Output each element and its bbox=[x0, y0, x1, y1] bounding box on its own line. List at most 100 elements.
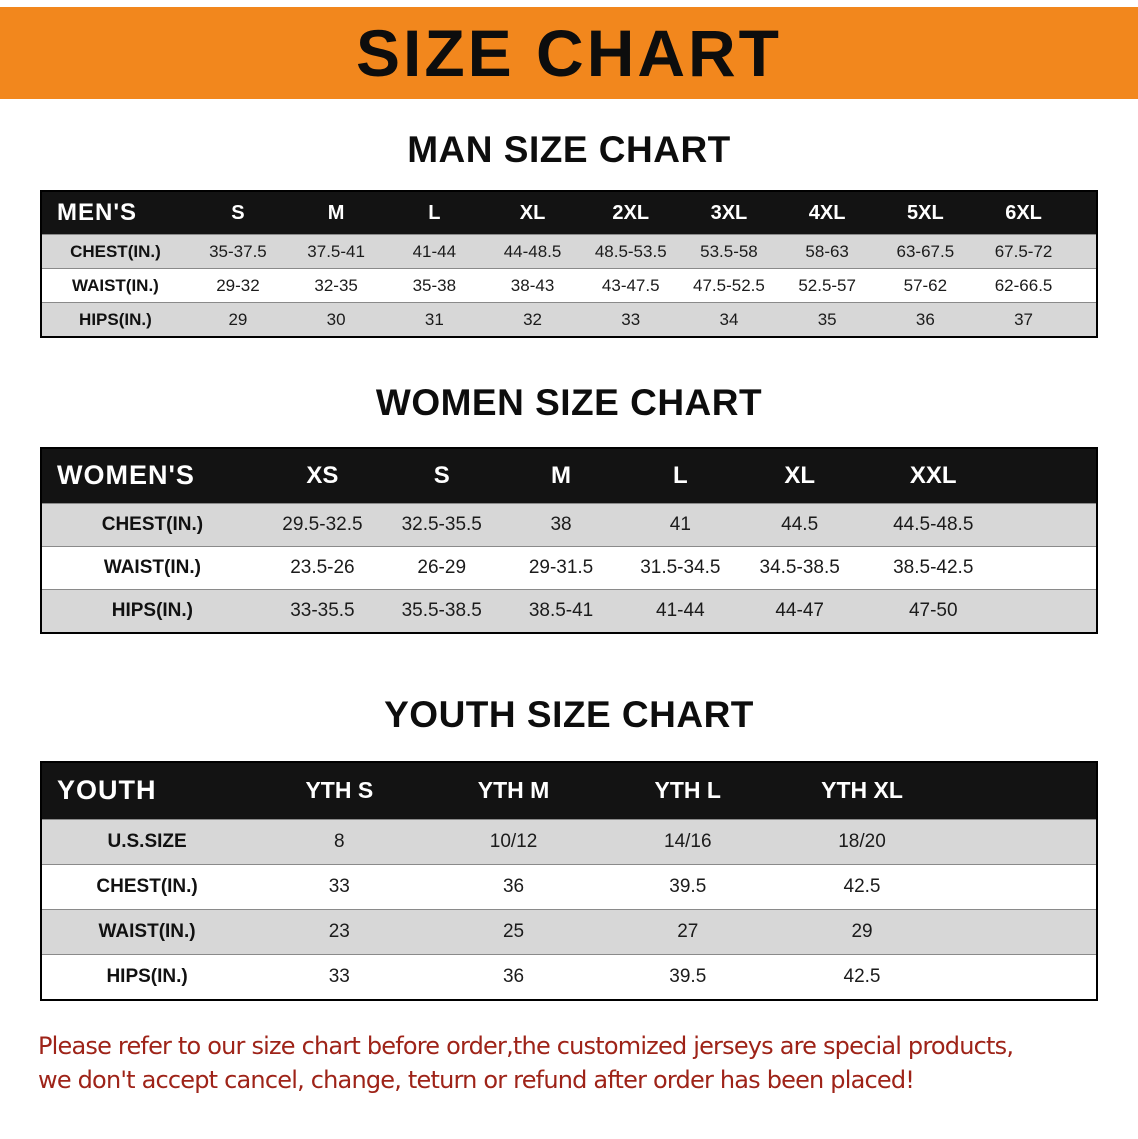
row-label: WAIST(IN.) bbox=[98, 921, 196, 943]
column-header: YTH L bbox=[654, 777, 721, 804]
row-label: CHEST(IN.) bbox=[96, 876, 198, 898]
size-chart-page: SIZE CHART MAN SIZE CHART MEN'S S M L XL 2XL 3… bbox=[0, 7, 1138, 1098]
size-cell: 32 bbox=[523, 309, 542, 329]
size-cell: 34.5-38.5 bbox=[759, 557, 840, 579]
womens-size-table: WOMEN'S XS S M L XL XXL CHEST(IN.) 29.5-32.5 32.5… bbox=[40, 446, 1098, 634]
row-label: CHEST(IN.) bbox=[101, 514, 204, 536]
size-cell: 31 bbox=[424, 309, 444, 329]
size-cell: 29.5-32.5 bbox=[282, 514, 363, 536]
column-header: 2XL bbox=[612, 201, 650, 224]
size-cell: 41-44 bbox=[656, 599, 705, 621]
header-filler bbox=[949, 762, 1097, 820]
row-filler bbox=[1073, 269, 1097, 303]
size-cell: 58-63 bbox=[805, 241, 849, 261]
size-cell: 29 bbox=[851, 921, 873, 943]
footer-line-2: we don't accept cancel, change, teturn o… bbox=[38, 1066, 915, 1095]
row-filler bbox=[949, 820, 1097, 865]
row-label: WAIST(IN.) bbox=[103, 557, 201, 579]
row-filler bbox=[949, 865, 1097, 910]
column-header: 3XL bbox=[710, 201, 748, 224]
table-row: CHEST(IN.) 29.5-32.5 32.5-35.5 38 41 44.5 44.5… bbox=[41, 503, 1097, 547]
size-cell: 25 bbox=[502, 921, 525, 943]
column-header: XS bbox=[306, 461, 339, 489]
column-header: YTH XL bbox=[821, 777, 903, 804]
size-cell: 29-31.5 bbox=[528, 557, 594, 579]
table-row: WAIST(IN.) 23 25 27 29 bbox=[41, 909, 1097, 955]
row-filler bbox=[1007, 547, 1097, 590]
size-cell: 36 bbox=[915, 309, 935, 329]
row-filler bbox=[1007, 590, 1097, 633]
size-cell: 33 bbox=[328, 965, 350, 987]
size-cell: 23 bbox=[328, 921, 350, 943]
size-cell: 44-47 bbox=[775, 599, 824, 621]
mens-size-table: MEN'S S M L XL 2XL 3XL 4XL 5XL 6XL CHEST(IN.) 35-37… bbox=[40, 189, 1098, 338]
column-header: XL bbox=[519, 201, 546, 224]
header-filler bbox=[1007, 448, 1097, 504]
table-row: CHEST(IN.) 35-37.5 37.5-41 41-44 44-48.5 48.5… bbox=[41, 234, 1097, 269]
size-cell: 41 bbox=[669, 514, 691, 536]
row-filler bbox=[949, 955, 1097, 1000]
row-label: HIPS(IN.) bbox=[106, 965, 188, 987]
column-header: M bbox=[327, 201, 345, 224]
size-cell: 33-35.5 bbox=[290, 599, 355, 621]
column-header: M bbox=[551, 461, 572, 489]
row-label: HIPS(IN.) bbox=[111, 599, 194, 621]
size-cell: 67.5-72 bbox=[994, 241, 1053, 261]
size-cell: 35-38 bbox=[412, 275, 457, 295]
size-cell: 29 bbox=[228, 309, 248, 329]
size-cell: 18/20 bbox=[838, 831, 886, 853]
size-cell: 47-50 bbox=[908, 599, 958, 621]
size-cell: 29-32 bbox=[216, 275, 260, 295]
size-cell: 26-29 bbox=[417, 557, 467, 579]
size-cell: 39.5 bbox=[669, 876, 707, 898]
size-cell: 36 bbox=[502, 876, 525, 898]
size-cell: 34 bbox=[719, 309, 739, 329]
row-filler bbox=[949, 910, 1097, 955]
size-cell: 27 bbox=[677, 921, 699, 943]
size-cell: 47.5-52.5 bbox=[693, 275, 765, 295]
size-cell: 10/12 bbox=[489, 831, 538, 853]
size-cell: 8 bbox=[334, 831, 345, 853]
size-cell: 38.5-41 bbox=[528, 599, 594, 621]
banner: SIZE CHART bbox=[0, 7, 1138, 99]
footer-note: Please refer to our size chart before or… bbox=[38, 1029, 1138, 1099]
column-header: 4XL bbox=[808, 201, 846, 224]
size-cell: 41-44 bbox=[412, 241, 457, 261]
row-label: U.S.SIZE bbox=[107, 831, 187, 853]
size-cell: 32-35 bbox=[314, 275, 358, 295]
size-cell: 43-47.5 bbox=[601, 275, 660, 295]
size-cell: 39.5 bbox=[669, 965, 707, 987]
size-cell: 44.5-48.5 bbox=[893, 514, 974, 536]
table-row: WAIST(IN.) 29-32 32-35 35-38 38-43 43-47.5 47.… bbox=[41, 268, 1097, 303]
size-cell: 63-67.5 bbox=[896, 241, 955, 261]
youth-section-heading: YOUTH SIZE CHART bbox=[384, 693, 754, 735]
column-header: L bbox=[673, 461, 688, 489]
size-cell: 32.5-35.5 bbox=[401, 514, 482, 536]
size-cell: 14/16 bbox=[664, 831, 712, 853]
size-cell: 38-43 bbox=[510, 275, 555, 295]
table-corner-label: MEN'S bbox=[57, 199, 138, 227]
column-header: S bbox=[231, 201, 245, 224]
size-cell: 52.5-57 bbox=[798, 275, 856, 295]
table-row: WAIST(IN.) 23.5-26 26-29 29-31.5 31.5-34.5 34… bbox=[41, 546, 1097, 590]
size-cell: 37 bbox=[1014, 309, 1034, 329]
table-corner-label: WOMEN'S bbox=[57, 460, 195, 491]
size-cell: 35 bbox=[817, 309, 837, 329]
size-cell: 42.5 bbox=[843, 965, 881, 987]
women-size-chart-section: WOMEN SIZE CHART WOMEN'S XS S M L XL XXL CHEST(… bbox=[0, 383, 1138, 634]
row-filler bbox=[1007, 504, 1097, 547]
column-header: YTH M bbox=[477, 777, 550, 804]
charts-container: MAN SIZE CHART MEN'S S M L XL 2XL 3XL 4XL 5XL 6XL… bbox=[0, 130, 1138, 1001]
column-header: XL bbox=[784, 461, 815, 489]
size-cell: 57-62 bbox=[903, 275, 948, 295]
size-cell: 30 bbox=[326, 309, 346, 329]
size-cell: 35-37.5 bbox=[209, 241, 267, 261]
size-cell: 62-66.5 bbox=[994, 275, 1053, 295]
size-cell: 37.5-41 bbox=[307, 241, 365, 261]
youth-size-chart-section: YOUTH SIZE CHART YOUTH YTH S YTH M YTH L YTH… bbox=[0, 693, 1138, 1001]
header-row: WOMEN'S XS S M L XL XXL bbox=[41, 447, 1097, 504]
row-label: WAIST(IN.) bbox=[71, 275, 159, 295]
size-cell: 35.5-38.5 bbox=[401, 599, 482, 621]
header-row: YOUTH YTH S YTH M YTH L YTH XL bbox=[41, 761, 1097, 820]
row-label: HIPS(IN.) bbox=[79, 309, 152, 329]
